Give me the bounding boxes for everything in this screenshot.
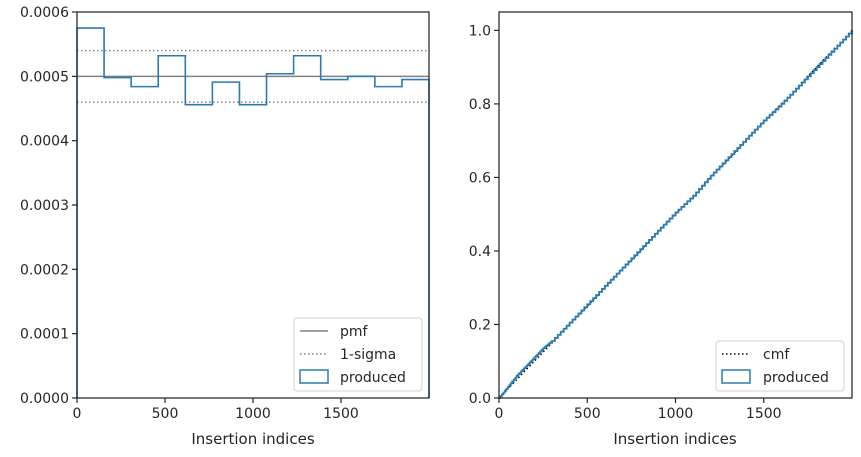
pmf-x-tick-label: 1500 bbox=[323, 406, 359, 422]
cmf-x-ticks: 0 500 1000 1500 bbox=[495, 398, 782, 422]
pmf-plot-area bbox=[76, 27, 430, 398]
cmf-y-tick-label: 0.0 bbox=[469, 391, 491, 407]
pmf-y-tick-label: 0.0003 bbox=[20, 198, 69, 214]
pmf-legend: pmf 1-sigma produced bbox=[293, 317, 423, 392]
pmf-y-tick-label: 0.0002 bbox=[20, 262, 69, 278]
pmf-y-tick-label: 0.0001 bbox=[20, 327, 69, 343]
pmf-x-tick-label: 500 bbox=[152, 406, 179, 422]
histogram-bin bbox=[131, 87, 158, 398]
cmf-x-tick-label: 1500 bbox=[746, 406, 782, 422]
histogram-bin bbox=[158, 56, 185, 398]
legend-produced-swatch bbox=[721, 369, 751, 384]
cmf-legend: cmf produced bbox=[715, 340, 845, 392]
histogram-bin bbox=[239, 105, 266, 398]
histogram-bin bbox=[267, 74, 294, 398]
cmf-x-tick-label: 500 bbox=[574, 406, 601, 422]
histogram-bin bbox=[185, 105, 212, 398]
pmf-panel: 0 500 1000 1500 0.00000.00010.00020.00030.0… bbox=[20, 5, 430, 448]
pmf-x-tick-label: 0 bbox=[73, 406, 82, 422]
cmf-x-axis-label: Insertion indices bbox=[613, 430, 736, 448]
cmf-x-tick-label: 0 bbox=[495, 406, 504, 422]
pmf-y-ticks: 0.0000 0.0001 0.0002 0.0003 0.0004 0.0005 0.00… bbox=[20, 5, 77, 407]
cmf-axes-frame bbox=[498, 11, 853, 399]
legend-produced-label: produced bbox=[340, 370, 406, 386]
cmf-y-ticks: 0.0 0.2 0.4 0.6 0.8 1.0 bbox=[469, 23, 499, 407]
cmf-y-tick-label: 0.4 bbox=[469, 244, 491, 260]
histogram-bin bbox=[212, 82, 239, 398]
legend-produced-label: produced bbox=[763, 370, 829, 386]
pmf-x-axis-label: Insertion indices bbox=[191, 430, 314, 448]
cmf-y-tick-label: 0.8 bbox=[469, 97, 491, 113]
pmf-y-tick-label: 0.0006 bbox=[20, 5, 69, 21]
cmf-y-tick-label: 0.2 bbox=[469, 317, 491, 333]
histogram-bin bbox=[104, 78, 131, 398]
pmf-legend-box bbox=[293, 317, 423, 392]
cmf-y-tick-label: 1.0 bbox=[469, 23, 491, 39]
legend-produced-swatch bbox=[299, 369, 329, 384]
legend-pmf-label: pmf bbox=[340, 324, 369, 340]
pmf-y-tick-label: 0.0000 bbox=[20, 391, 69, 407]
histogram-bin bbox=[77, 28, 104, 398]
cmf-panel: 0 500 1000 1500 0.0 0.2 0.4 0.6 0.8 1.0 Insertio… bbox=[469, 11, 853, 448]
cmf-plot-area bbox=[498, 29, 853, 399]
pmf-y-tick-label: 0.0005 bbox=[20, 69, 69, 85]
cmf-y-tick-label: 0.6 bbox=[469, 170, 491, 186]
produced-cdf bbox=[499, 30, 853, 399]
pmf-x-ticks: 0 500 1000 1500 bbox=[73, 398, 359, 422]
legend-cmf-label: cmf bbox=[763, 347, 790, 363]
legend-sigma-label: 1-sigma bbox=[340, 347, 396, 363]
cmf-legend-box bbox=[715, 340, 845, 392]
cmf-x-tick-label: 1000 bbox=[658, 406, 694, 422]
pmf-x-tick-label: 1000 bbox=[235, 406, 271, 422]
pmf-y-tick-label: 0.0004 bbox=[20, 134, 69, 150]
produced-histogram bbox=[76, 27, 430, 398]
